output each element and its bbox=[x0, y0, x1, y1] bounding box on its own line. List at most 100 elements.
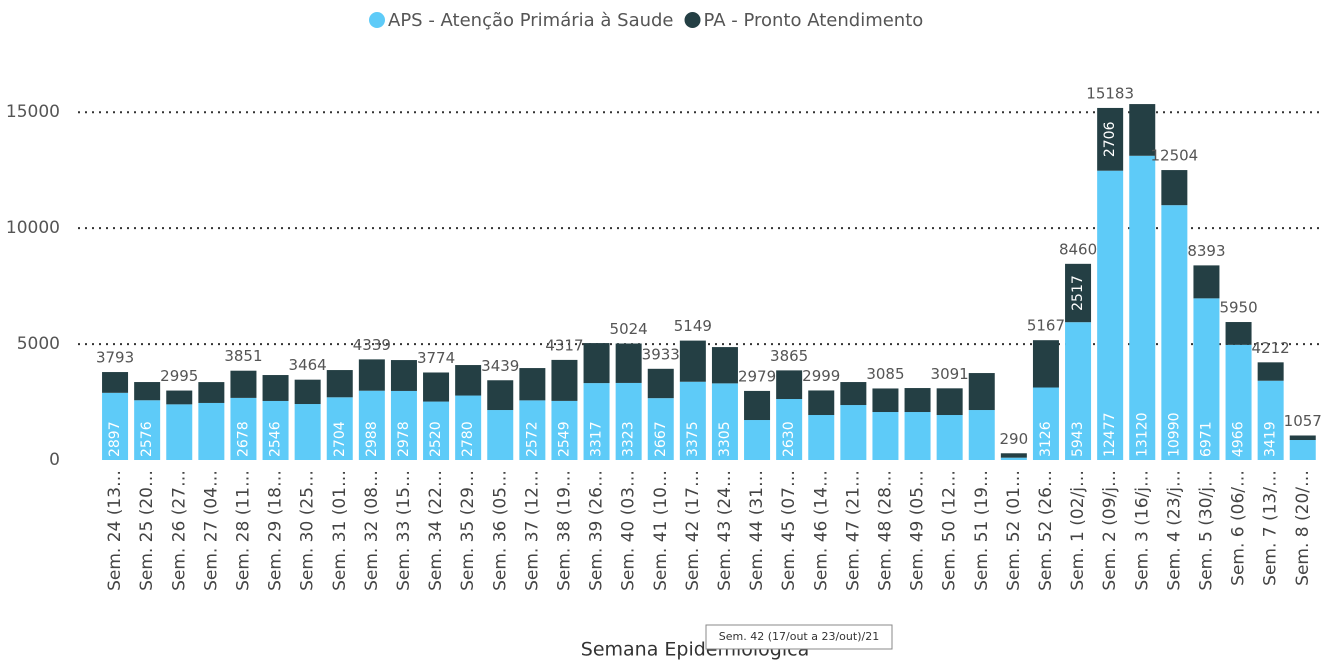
bar-segment bbox=[936, 388, 963, 416]
data-label: 3323 bbox=[621, 421, 637, 457]
bar-segment bbox=[1000, 457, 1027, 460]
total-label: 12504 bbox=[1150, 147, 1198, 165]
data-label: 2706 bbox=[1102, 121, 1118, 157]
tooltip-box bbox=[705, 624, 893, 650]
bar-segment bbox=[1225, 322, 1252, 345]
x-tick-label: Sem. 39 (26… bbox=[587, 470, 607, 591]
total-label: 2999 bbox=[802, 367, 840, 385]
total-label: 3851 bbox=[224, 347, 262, 365]
legend-label: PA - Pronto Atendimento bbox=[704, 10, 924, 31]
x-tick-label: Sem. 45 (07… bbox=[779, 470, 799, 591]
data-label: 5943 bbox=[1070, 421, 1086, 457]
data-label: 2988 bbox=[364, 421, 380, 457]
bar-segment bbox=[358, 390, 385, 460]
bar-segment bbox=[872, 412, 899, 460]
bar-segment bbox=[1257, 380, 1284, 460]
x-tick-label: Sem. 3 (16/j… bbox=[1132, 470, 1152, 591]
x-tick-label: Sem. 52 (01… bbox=[1004, 470, 1024, 591]
bar-segment bbox=[904, 388, 931, 413]
bar-segment bbox=[230, 397, 257, 460]
legend-marker bbox=[369, 12, 385, 28]
bar-segment bbox=[1129, 155, 1156, 460]
total-label: 5024 bbox=[610, 320, 648, 338]
bar-segment bbox=[744, 390, 771, 421]
data-label: 2678 bbox=[235, 421, 251, 457]
data-label: 2780 bbox=[460, 421, 476, 457]
bar-segment bbox=[102, 372, 129, 393]
y-tick-label: 15000 bbox=[6, 102, 60, 122]
data-label: 12477 bbox=[1102, 412, 1118, 457]
total-label: 2995 bbox=[160, 367, 198, 385]
data-label: 2576 bbox=[139, 421, 155, 457]
tooltip: Sem. 42 (17/out a 23/out)/21 bbox=[719, 630, 879, 643]
bar-segment bbox=[744, 420, 771, 460]
bar-segment bbox=[647, 368, 674, 399]
bar-segment bbox=[1065, 322, 1092, 460]
bar-segment bbox=[711, 347, 738, 384]
x-tick-label: Sem. 33 (15… bbox=[394, 470, 414, 591]
total-label: 3865 bbox=[770, 347, 808, 365]
bar-segment bbox=[262, 375, 289, 401]
data-label: 4966 bbox=[1231, 421, 1247, 457]
x-tick-label: Sem. 4 (23/j… bbox=[1164, 470, 1184, 591]
x-tick-label: Sem. 52 (26… bbox=[1036, 470, 1056, 591]
x-tick-label: Sem. 36 (05… bbox=[490, 470, 510, 591]
bar-segment bbox=[1193, 265, 1220, 299]
x-tick-label: Sem. 38 (19… bbox=[554, 470, 574, 591]
bar-segment bbox=[1097, 170, 1124, 460]
bar-segment bbox=[904, 412, 931, 460]
data-label: 3317 bbox=[589, 421, 605, 457]
bar-segment bbox=[1000, 453, 1027, 458]
data-label: 3375 bbox=[685, 421, 701, 457]
bar-segment bbox=[808, 415, 835, 460]
bar-segment bbox=[551, 400, 578, 460]
bar-segment bbox=[1161, 205, 1188, 460]
x-tick-label: Sem. 47 (21… bbox=[843, 470, 863, 591]
x-tick-label: Sem. 51 (19… bbox=[972, 470, 992, 591]
total-label: 5950 bbox=[1219, 299, 1257, 317]
bar-segment bbox=[198, 402, 225, 460]
data-label: 2517 bbox=[1070, 275, 1086, 311]
bar-segment bbox=[776, 399, 803, 460]
x-tick-label: Sem. 34 (22… bbox=[426, 470, 446, 591]
bar-segment bbox=[1129, 104, 1156, 156]
bar-segment bbox=[647, 398, 674, 460]
bar-segment bbox=[936, 415, 963, 460]
x-tick-label: Sem. 26 (27… bbox=[169, 470, 189, 591]
bar-segment bbox=[390, 360, 417, 391]
bar-segment bbox=[455, 395, 482, 460]
data-label: 13120 bbox=[1134, 412, 1150, 457]
x-tick-label: Sem. 43 (24… bbox=[715, 470, 735, 591]
bar-segment bbox=[968, 373, 995, 411]
bar-segment bbox=[583, 383, 610, 460]
bar-segment bbox=[711, 383, 738, 460]
bar-segment bbox=[679, 340, 706, 382]
bar-segment bbox=[1161, 170, 1188, 206]
bar-segment bbox=[872, 388, 899, 413]
x-tick-label: Sem. 32 (08… bbox=[362, 470, 382, 591]
bar-segment bbox=[358, 359, 385, 391]
x-tick-label: Sem. 42 (17… bbox=[683, 470, 703, 591]
total-label: 3439 bbox=[481, 357, 519, 375]
bar-segment bbox=[519, 400, 546, 460]
bar-segment bbox=[455, 365, 482, 396]
y-tick-label: 5000 bbox=[17, 334, 60, 354]
total-label: 3933 bbox=[642, 345, 680, 363]
bar-segment bbox=[1193, 298, 1220, 460]
bar-segment bbox=[679, 381, 706, 460]
bar-segment bbox=[1032, 340, 1059, 388]
bar-segment bbox=[230, 370, 257, 398]
x-tick-label: Sem. 37 (12… bbox=[522, 470, 542, 591]
data-label: 3419 bbox=[1263, 421, 1279, 457]
bar-segment bbox=[294, 379, 321, 405]
total-label: 1057 bbox=[1284, 412, 1322, 430]
total-label: 3793 bbox=[96, 349, 134, 367]
bar-segment bbox=[166, 390, 193, 405]
bar-segment bbox=[326, 397, 353, 460]
x-tick-label: Sem. 7 (13/… bbox=[1261, 470, 1281, 586]
data-label: 2978 bbox=[396, 421, 412, 457]
bar-segment bbox=[776, 370, 803, 400]
bar-segment bbox=[1289, 435, 1316, 441]
data-label: 2546 bbox=[268, 421, 284, 457]
